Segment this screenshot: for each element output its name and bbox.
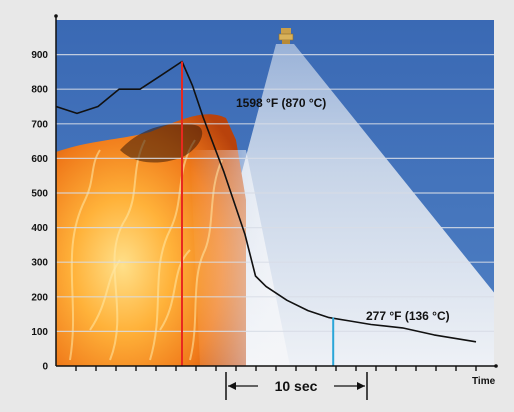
interval-label: 10 sec <box>275 378 318 394</box>
end-annotation: 277 °F (136 °C) <box>366 309 450 323</box>
x-axis-label: Time <box>472 376 496 387</box>
y-axis-cap <box>54 14 58 18</box>
y-tick-label: 800 <box>31 85 48 96</box>
y-tick-label: 300 <box>31 258 48 269</box>
curve-layer <box>55 60 477 343</box>
grid-lines <box>56 53 494 332</box>
y-tick-label: 0 <box>42 362 48 373</box>
flame-streaks <box>69 139 223 361</box>
sprinkler-icon <box>278 28 294 44</box>
y-tick-label: 600 <box>31 154 48 165</box>
y-tick-label: 100 <box>31 327 48 338</box>
peak-annotation: 1598 °F (870 °C) <box>236 96 326 110</box>
y-tick-labels: 0 100 200 300 400 500 600 700 800 900 <box>31 50 48 372</box>
interval-bracket: 10 sec <box>225 372 368 400</box>
y-tick-label: 700 <box>31 119 48 130</box>
temperature-curve <box>55 60 477 343</box>
y-tick-label: 200 <box>31 292 48 303</box>
marker-lines <box>181 61 335 366</box>
fire-smoke <box>190 150 290 366</box>
y-tick-label: 900 <box>31 50 48 61</box>
x-axis-cap <box>494 364 498 368</box>
x-ticks <box>75 366 477 371</box>
y-tick-label: 500 <box>31 189 48 200</box>
y-tick-label: 400 <box>31 223 48 234</box>
